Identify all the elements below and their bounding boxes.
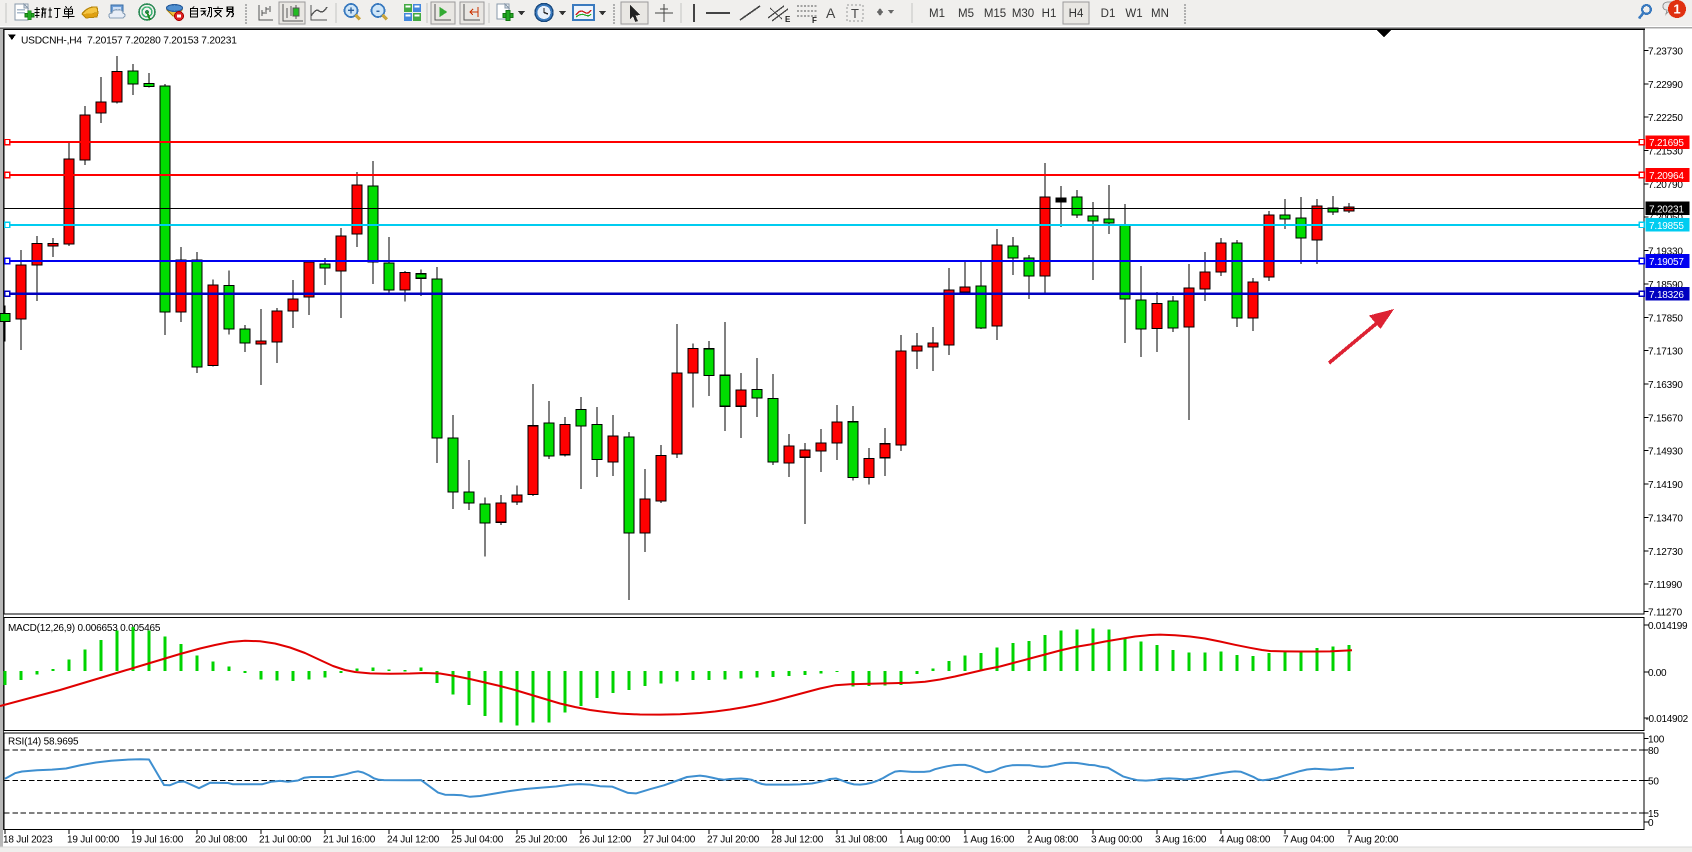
svg-text:25 Jul 04:00: 25 Jul 04:00 (451, 835, 504, 846)
svg-text:M1: M1 (929, 8, 945, 20)
svg-text:E: E (785, 15, 791, 24)
svg-text:19 Jul 00:00: 19 Jul 00:00 (67, 835, 120, 846)
svg-text:26 Jul 12:00: 26 Jul 12:00 (579, 835, 632, 846)
svg-text:0: 0 (1648, 818, 1654, 829)
svg-text:3 Aug 00:00: 3 Aug 00:00 (1091, 835, 1143, 846)
svg-text:M30: M30 (1012, 8, 1034, 20)
svg-text:F: F (812, 16, 817, 25)
svg-text:-: - (376, 4, 380, 18)
svg-text:3 Aug 16:00: 3 Aug 16:00 (1155, 835, 1207, 846)
svg-text:7.11990: 7.11990 (1648, 580, 1683, 591)
svg-text:1 Aug 16:00: 1 Aug 16:00 (963, 835, 1015, 846)
svg-text:MACD(12,26,9) 0.006653 0.00546: MACD(12,26,9) 0.006653 0.005465 (8, 623, 161, 634)
svg-text:7.23730: 7.23730 (1648, 46, 1683, 57)
svg-text:28 Jul 12:00: 28 Jul 12:00 (771, 835, 824, 846)
svg-text:27 Jul 04:00: 27 Jul 04:00 (643, 835, 696, 846)
svg-text:7.12730: 7.12730 (1648, 547, 1683, 558)
svg-text:21 Jul 16:00: 21 Jul 16:00 (323, 835, 376, 846)
svg-text:D1: D1 (1101, 8, 1116, 20)
svg-text:7.20231: 7.20231 (1649, 204, 1684, 215)
svg-text:+: + (347, 4, 354, 18)
svg-text:25 Jul 20:00: 25 Jul 20:00 (515, 835, 568, 846)
svg-text:7.20964: 7.20964 (1649, 171, 1684, 182)
svg-text:7.22250: 7.22250 (1648, 113, 1683, 124)
svg-text:31 Jul 08:00: 31 Jul 08:00 (835, 835, 888, 846)
svg-text:7.19057: 7.19057 (1649, 257, 1684, 268)
svg-text:7.11270: 7.11270 (1648, 608, 1683, 619)
svg-text:7.19330: 7.19330 (1648, 247, 1683, 258)
svg-text:15: 15 (1648, 809, 1659, 820)
svg-text:24 Jul 12:00: 24 Jul 12:00 (387, 835, 440, 846)
svg-text:7.14930: 7.14930 (1648, 447, 1683, 458)
svg-text:19 Jul 16:00: 19 Jul 16:00 (131, 835, 184, 846)
svg-text:2 Aug 08:00: 2 Aug 08:00 (1027, 835, 1079, 846)
svg-text:1 Aug 00:00: 1 Aug 00:00 (899, 835, 951, 846)
svg-text:7.21530: 7.21530 (1648, 147, 1683, 158)
svg-text:21 Jul 00:00: 21 Jul 00:00 (259, 835, 312, 846)
svg-text:T: T (851, 6, 859, 21)
svg-text:0.014199: 0.014199 (1648, 621, 1688, 632)
svg-text:80: 80 (1648, 746, 1659, 757)
svg-text:USDCNH-,H4 7.20157 7.20280 7.: USDCNH-,H4 7.20157 7.20280 7.20153 7.202… (21, 36, 237, 47)
svg-text:7.17130: 7.17130 (1648, 347, 1683, 358)
svg-text:M15: M15 (984, 8, 1006, 20)
svg-text:27 Jul 20:00: 27 Jul 20:00 (707, 835, 760, 846)
svg-text:7.19855: 7.19855 (1649, 221, 1684, 232)
svg-text:7.13470: 7.13470 (1648, 513, 1683, 524)
svg-text:RSI(14) 58.9695: RSI(14) 58.9695 (8, 737, 79, 748)
svg-text:18 Jul 2023: 18 Jul 2023 (3, 835, 53, 846)
svg-text:20 Jul 08:00: 20 Jul 08:00 (195, 835, 248, 846)
svg-text:7 Aug 20:00: 7 Aug 20:00 (1347, 835, 1399, 846)
svg-text:4 Aug 08:00: 4 Aug 08:00 (1219, 835, 1271, 846)
svg-text:MN: MN (1151, 8, 1169, 20)
svg-text:0.00: 0.00 (1648, 668, 1667, 679)
svg-text:7.18590: 7.18590 (1648, 280, 1683, 291)
svg-text:1: 1 (1673, 2, 1680, 17)
svg-text:7 Aug 04:00: 7 Aug 04:00 (1283, 835, 1335, 846)
svg-text:W1: W1 (1125, 8, 1142, 20)
svg-text:-0.014902: -0.014902 (1646, 714, 1689, 725)
svg-text:7.20790: 7.20790 (1648, 180, 1683, 191)
svg-text:100: 100 (1648, 735, 1665, 746)
svg-text:50: 50 (1648, 776, 1659, 787)
svg-text:7.15670: 7.15670 (1648, 413, 1683, 424)
svg-text:M5: M5 (958, 8, 974, 20)
svg-text:7.17850: 7.17850 (1648, 313, 1683, 324)
svg-text:7.16390: 7.16390 (1648, 380, 1683, 391)
svg-text:7.22990: 7.22990 (1648, 80, 1683, 91)
svg-text:H4: H4 (1069, 8, 1084, 20)
svg-text:A: A (826, 5, 836, 21)
svg-text:7.18326: 7.18326 (1649, 290, 1684, 301)
svg-text:7.21695: 7.21695 (1649, 138, 1684, 149)
svg-text:H1: H1 (1042, 8, 1057, 20)
svg-text:7.14190: 7.14190 (1648, 480, 1683, 491)
